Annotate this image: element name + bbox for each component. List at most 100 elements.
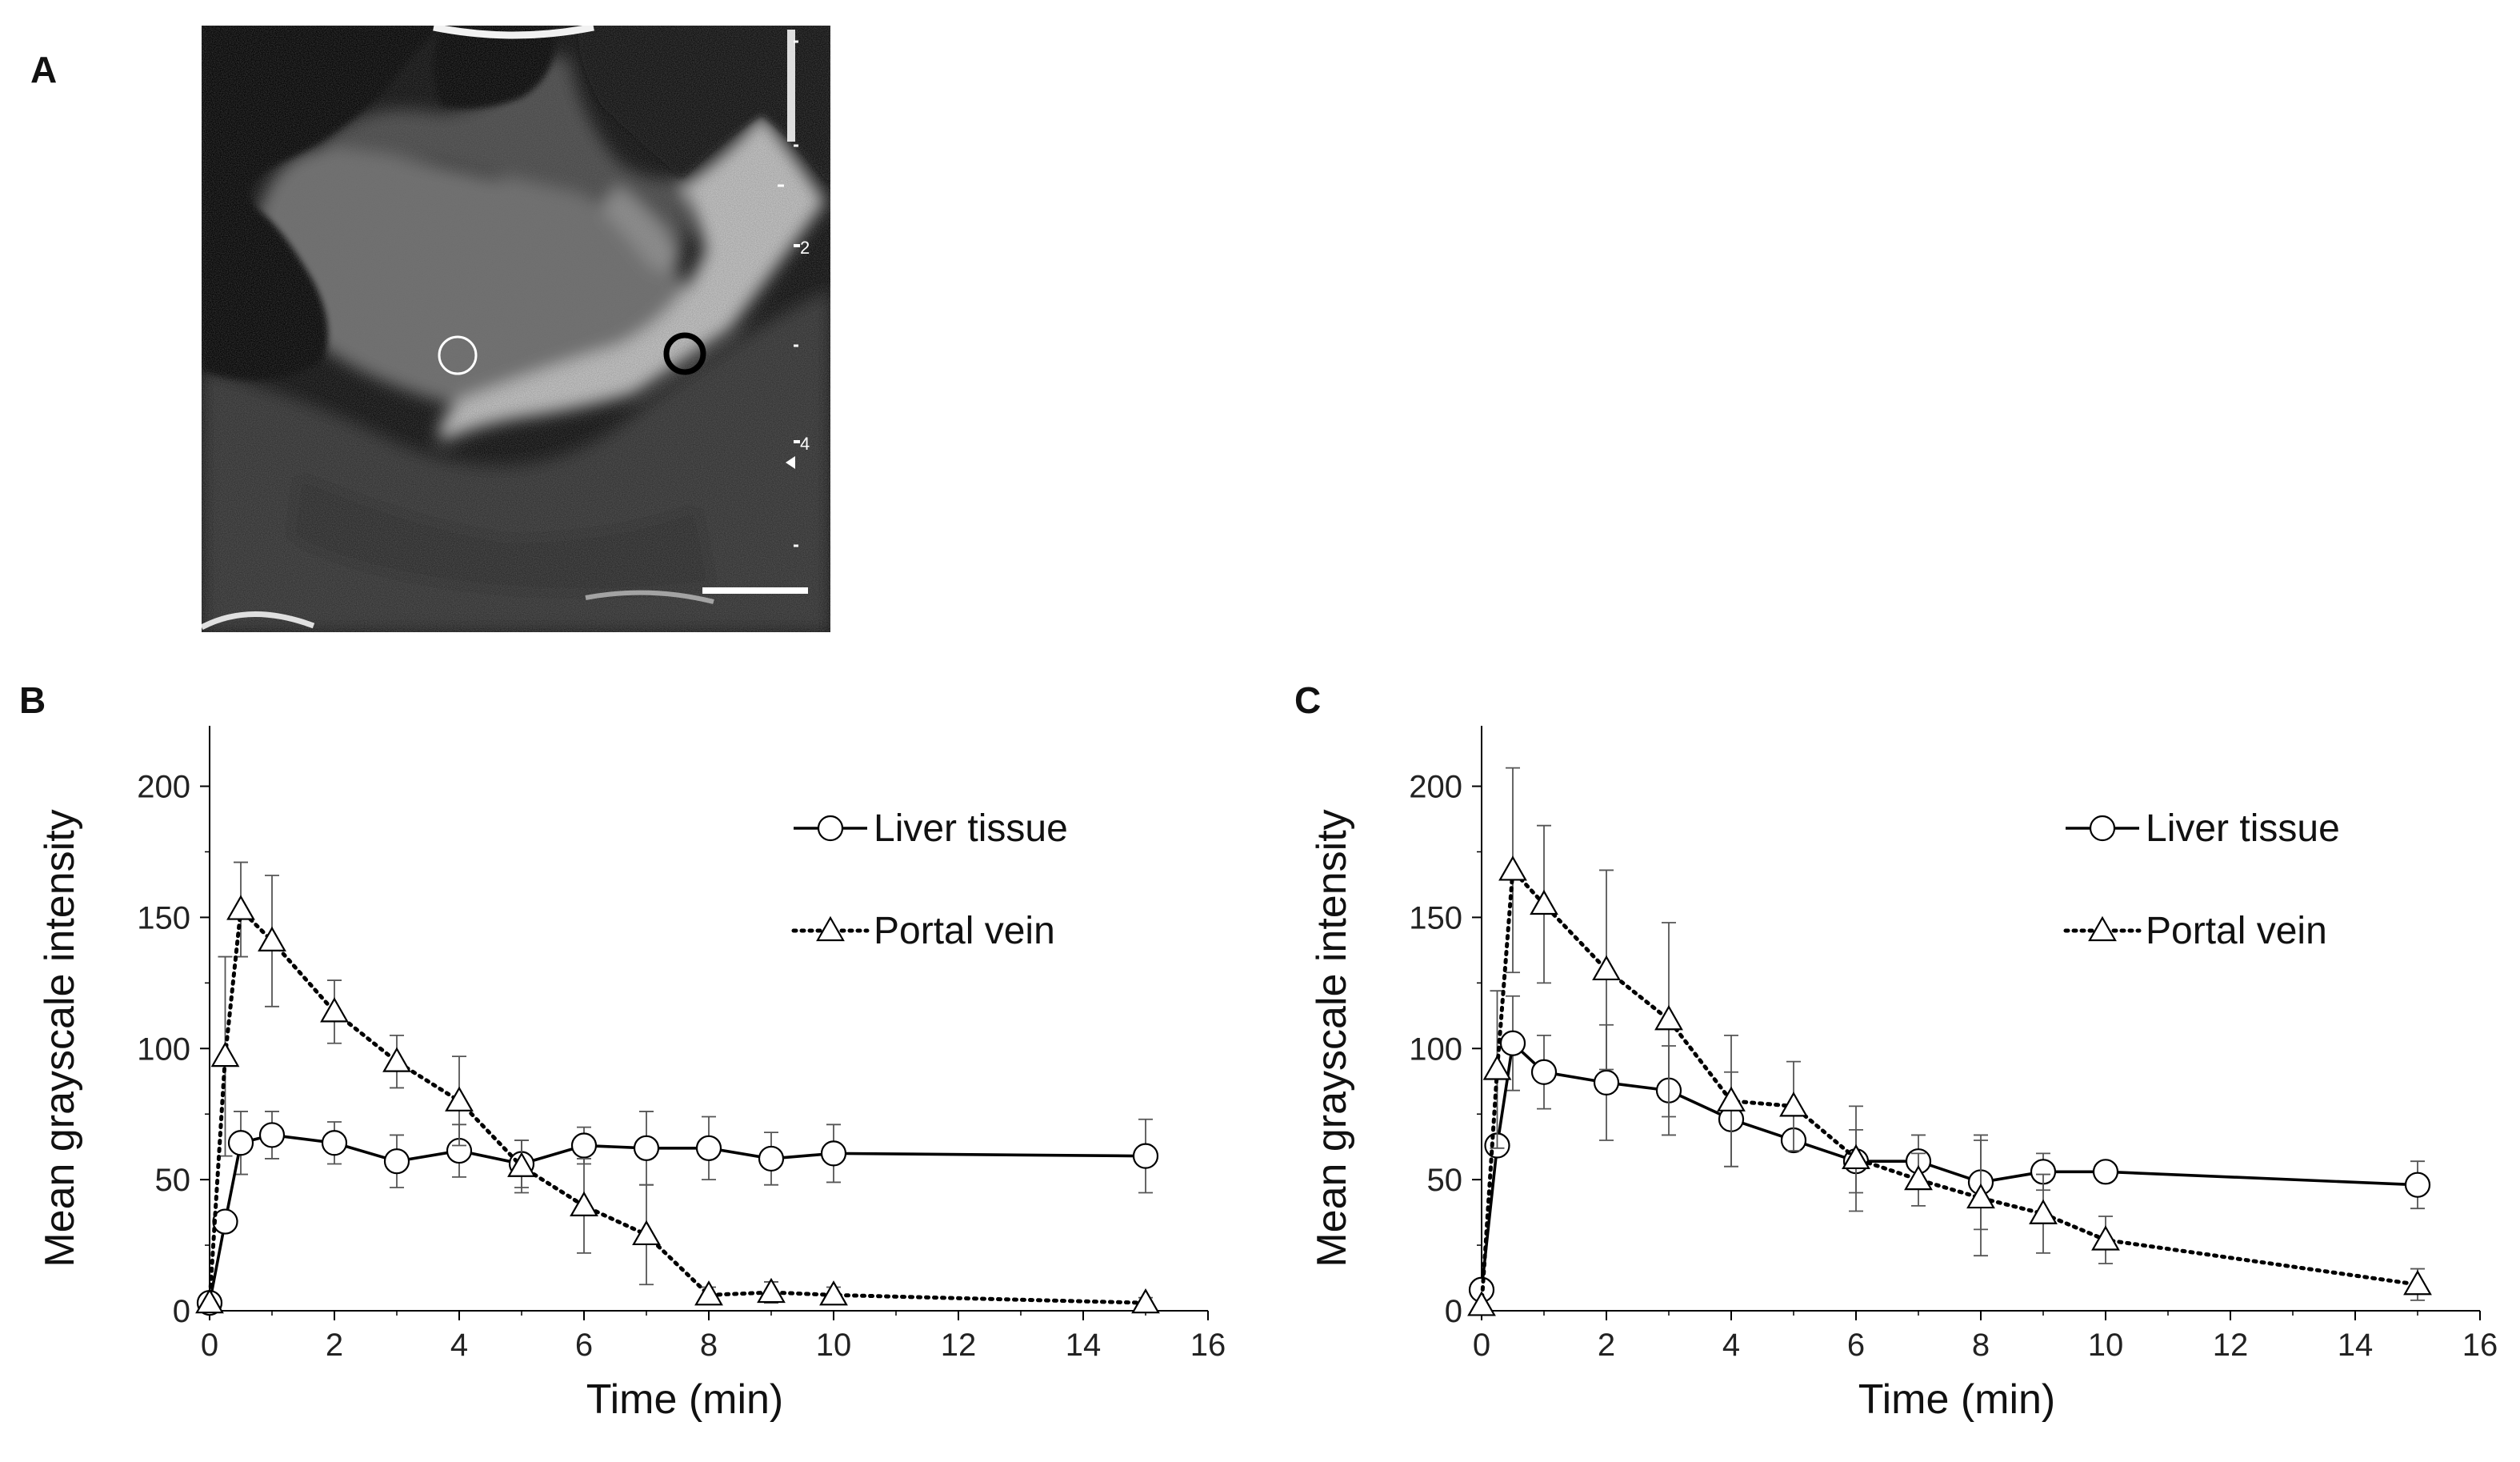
- data-point: [819, 1280, 848, 1306]
- x-axis-label: Time (min): [586, 1376, 784, 1423]
- data-point: [1131, 1288, 1160, 1314]
- data-point: [1717, 1086, 1746, 1112]
- speckle-texture: [202, 26, 830, 632]
- legend-marker: [816, 915, 845, 942]
- data-point: [227, 1130, 254, 1156]
- x-tick-label: 0: [1473, 1328, 1490, 1363]
- x-tick-label: 14: [2338, 1328, 2374, 1363]
- x-tick-label: 12: [2213, 1328, 2249, 1363]
- x-axis-label: Time (min): [1858, 1376, 2056, 1423]
- y-tick-label: 50: [1427, 1163, 1463, 1198]
- legend-label: Liver tissue: [874, 807, 1068, 850]
- x-tick-label: 0: [201, 1328, 218, 1363]
- x-tick-label: 4: [450, 1328, 468, 1363]
- data-point: [1654, 1005, 1683, 1031]
- y-tick-label: 100: [137, 1031, 190, 1067]
- x-tick-label: 12: [941, 1328, 977, 1363]
- legend-marker: [2088, 915, 2117, 942]
- panel-label-c: C: [1294, 679, 1322, 721]
- x-tick-label: 2: [326, 1328, 343, 1363]
- data-point: [321, 1130, 348, 1156]
- series-liver-tissue: [1468, 995, 2431, 1303]
- panel-label-b: B: [19, 679, 46, 721]
- data-point: [382, 1047, 411, 1072]
- data-point: [570, 1191, 598, 1217]
- x-tick-label: 10: [2088, 1328, 2124, 1363]
- focus-marker-icon: [786, 456, 795, 469]
- legend-label: Liver tissue: [2146, 807, 2340, 850]
- x-tick-label: 4: [1722, 1328, 1740, 1363]
- data-point: [258, 1122, 286, 1148]
- data-point: [1467, 1291, 1496, 1316]
- series-line: [207, 905, 1148, 1305]
- data-point: [1132, 1143, 1159, 1169]
- data-point: [383, 1148, 410, 1175]
- panel-label-a: A: [30, 49, 58, 90]
- y-tick-label: 150: [137, 900, 190, 935]
- ultrasound-image: 2 4: [202, 26, 830, 632]
- data-point: [1593, 1069, 1620, 1095]
- data-point: [1904, 1164, 1933, 1191]
- data-point: [2404, 1172, 2431, 1198]
- y-tick-label: 0: [173, 1294, 190, 1329]
- data-point: [1499, 1030, 1526, 1056]
- x-tick-label: 16: [1190, 1328, 1226, 1363]
- data-point: [2029, 1199, 2058, 1224]
- data-point: [1592, 955, 1621, 981]
- x-tick-label: 2: [1598, 1328, 1615, 1363]
- series-portal-vein: [195, 861, 1160, 1314]
- x-tick-label: 10: [816, 1328, 852, 1363]
- data-point: [507, 1152, 536, 1177]
- data-point: [758, 1145, 785, 1172]
- roi-portal-vein: [663, 332, 706, 375]
- y-tick-label: 150: [1409, 900, 1462, 935]
- y-tick-label: 200: [137, 770, 190, 805]
- data-point: [695, 1135, 722, 1161]
- data-point: [2092, 1159, 2119, 1185]
- data-point: [2403, 1270, 2432, 1296]
- x-tick-label: 6: [1847, 1328, 1865, 1363]
- series-line: [1480, 1040, 2418, 1290]
- series-liver-tissue: [196, 1111, 1159, 1316]
- grayscale-bar: [787, 30, 795, 142]
- data-point: [633, 1135, 660, 1161]
- data-point: [195, 1288, 224, 1314]
- data-point: [2091, 1225, 2120, 1251]
- x-tick-label: 8: [1972, 1328, 1990, 1363]
- top-arc: [433, 26, 594, 39]
- chart-b: 0 50 100 150 200 0 2 4 6 8 10 12 14 16 Time (min) Mean …: [37, 726, 1226, 1423]
- data-point: [258, 926, 286, 952]
- bottom-right-echo: [585, 590, 714, 604]
- legend-marker: [2089, 815, 2116, 842]
- data-point: [210, 1041, 240, 1067]
- chart-c: 0 50 100 150 200 0 2 4 6 8 10 12 14 16 Time (min) Mean …: [1309, 726, 2498, 1423]
- y-axis-label: Mean grayscale intensity: [37, 809, 83, 1267]
- x-tick-label: 6: [575, 1328, 593, 1363]
- data-point: [570, 1132, 598, 1159]
- y-tick-label: 200: [1409, 770, 1462, 805]
- y-axis-label: Mean grayscale intensity: [1309, 809, 1355, 1267]
- scale-bar: [702, 587, 808, 594]
- roi-liver-tissue: [438, 335, 478, 375]
- series-portal-vein: [1467, 767, 2432, 1316]
- data-point: [1530, 1059, 1558, 1085]
- y-tick-label: 100: [1409, 1031, 1462, 1067]
- x-tick-label: 14: [1066, 1328, 1102, 1363]
- legend-label: Portal vein: [2146, 910, 2327, 952]
- y-tick-label: 0: [1445, 1294, 1462, 1329]
- legend-marker: [817, 815, 844, 842]
- depth-label-4: 4: [800, 434, 810, 454]
- data-point: [1779, 1091, 1808, 1117]
- legend-label: Portal vein: [874, 910, 1055, 952]
- data-point: [1498, 855, 1527, 881]
- y-tick-label: 50: [155, 1163, 191, 1198]
- data-point: [1530, 889, 1558, 915]
- data-point: [820, 1140, 847, 1167]
- data-point: [632, 1220, 661, 1246]
- data-point: [445, 1086, 474, 1112]
- bottom-left-arc: [202, 611, 315, 631]
- x-tick-label: 8: [700, 1328, 718, 1363]
- x-tick-label: 16: [2462, 1328, 2498, 1363]
- series-line: [208, 1133, 1146, 1304]
- depth-label-2: 2: [800, 238, 810, 258]
